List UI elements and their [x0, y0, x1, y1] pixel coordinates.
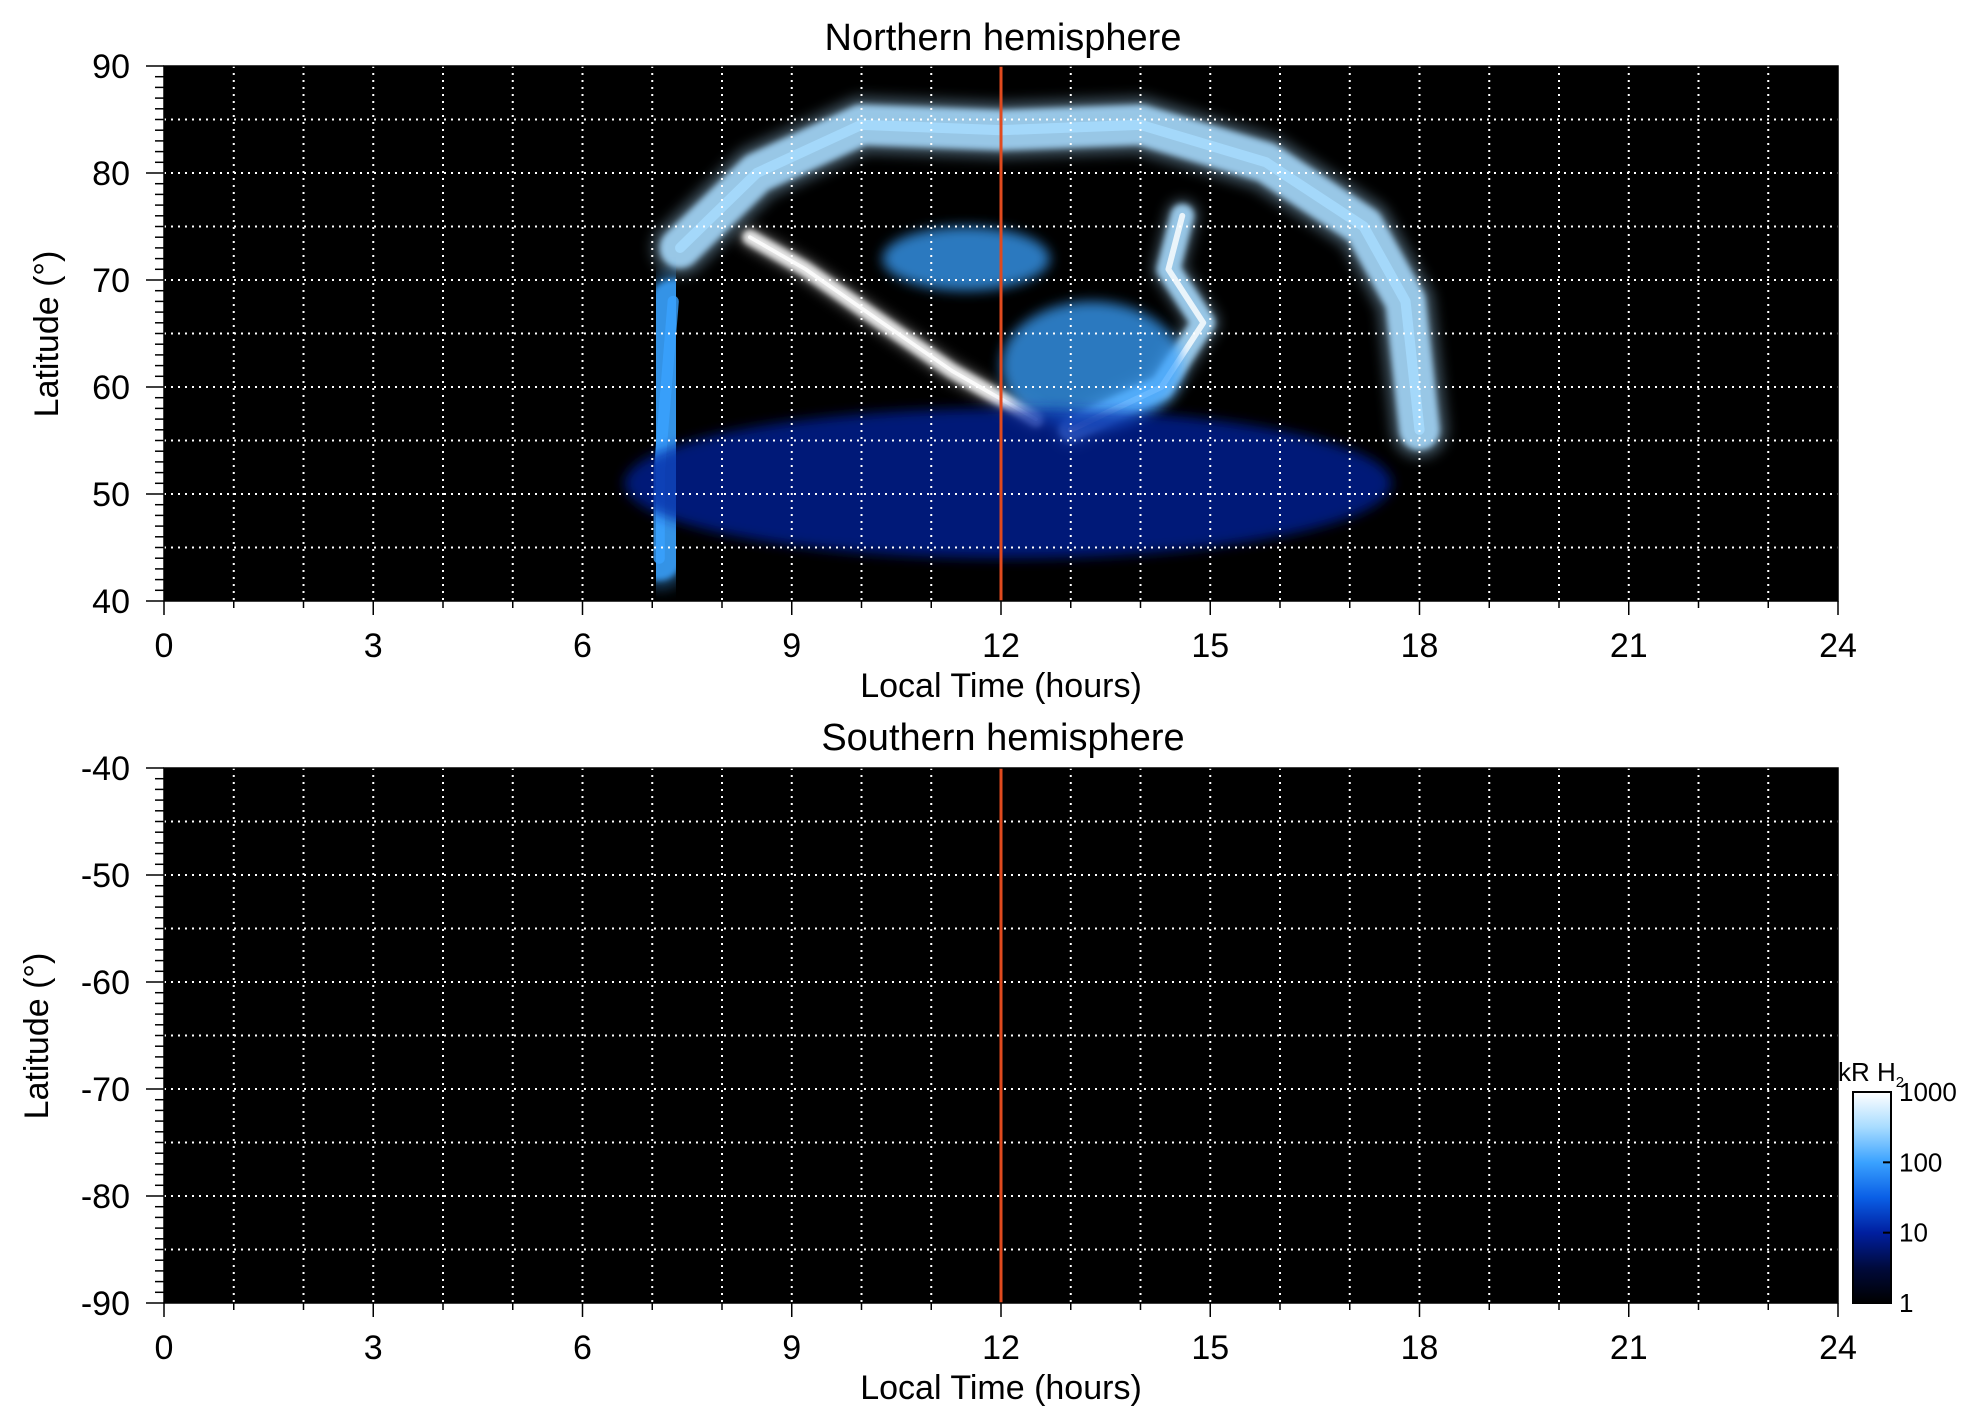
x-tick-label: 18 [1401, 1329, 1439, 1367]
x-tick-label: 0 [155, 627, 174, 665]
south-panel: Southern hemisphere 0 3 6 9 12 15 18 21 24 -40 -5… [18, 717, 1857, 1407]
south-title: Southern hemisphere [821, 717, 1184, 759]
north-y-axis-label: Latitude (°) [28, 251, 66, 418]
north-title: Northern hemisphere [825, 17, 1182, 59]
y-tick-label: 40 [92, 583, 130, 621]
south-y-axis-label: Latitude (°) [18, 953, 56, 1120]
y-tick-label: -50 [81, 857, 130, 895]
y-tick-label: -80 [81, 1178, 130, 1216]
colorbar-label-main: kR H [1838, 1057, 1896, 1087]
x-tick-label: 12 [982, 1329, 1020, 1367]
colorbar-gradient [1852, 1091, 1892, 1304]
south-y-tick-labels: -40 -50 -60 -70 -80 -90 [81, 750, 130, 1323]
emission-core [748, 235, 1038, 421]
colorbar-tick-label: 1 [1899, 1288, 1913, 1318]
x-tick-label: 18 [1401, 627, 1439, 665]
colorbar-tick-labels: 1000 100 10 1 [1899, 1077, 1957, 1318]
colorbar-tick-label: 100 [1899, 1147, 1942, 1177]
y-tick-label: 90 [92, 48, 130, 86]
colorbar: kR H2 1000 100 10 1 [1838, 1057, 1957, 1318]
x-tick-label: 24 [1819, 1329, 1857, 1367]
x-tick-label: 15 [1191, 1329, 1229, 1367]
y-tick-label: 70 [92, 262, 130, 300]
x-tick-label: 3 [364, 1329, 383, 1367]
x-tick-label: 6 [573, 1329, 592, 1367]
north-grid [164, 66, 1838, 601]
x-tick-label: 21 [1610, 627, 1648, 665]
x-tick-label: 9 [782, 1329, 801, 1367]
x-tick-label: 0 [155, 1329, 174, 1367]
north-axes [146, 65, 1839, 615]
colorbar-tick-label: 1000 [1899, 1077, 1957, 1107]
north-x-tick-labels: 0 3 6 9 12 15 18 21 24 [155, 627, 1857, 665]
south-axes [146, 767, 1839, 1317]
emission-core [653, 295, 679, 564]
colorbar-ticks [1883, 1091, 1891, 1304]
x-tick-label: 21 [1610, 1329, 1648, 1367]
emission-patch [882, 226, 1050, 291]
north-emission-layer [624, 96, 1448, 590]
x-tick-label: 9 [782, 627, 801, 665]
x-tick-label: 15 [1191, 627, 1229, 665]
y-tick-label: 50 [92, 476, 130, 514]
y-tick-label: -40 [81, 750, 130, 788]
north-y-tick-labels: 40 50 60 70 80 90 [92, 48, 130, 621]
emission-core [675, 119, 1425, 435]
colorbar-label: kR H2 [1838, 1057, 1904, 1091]
x-tick-label: 3 [364, 627, 383, 665]
emission-patch [624, 408, 1392, 559]
x-tick-label: 24 [1819, 627, 1857, 665]
x-tick-label: 12 [982, 627, 1020, 665]
north-x-axis-label: Local Time (hours) [860, 667, 1142, 705]
y-tick-label: -60 [81, 964, 130, 1002]
south-x-axis-label: Local Time (hours) [860, 1369, 1142, 1407]
y-tick-label: -70 [81, 1071, 130, 1109]
x-tick-label: 6 [573, 627, 592, 665]
y-tick-label: -90 [81, 1285, 130, 1323]
y-tick-label: 60 [92, 369, 130, 407]
colorbar-tick-label: 10 [1899, 1218, 1928, 1248]
south-x-tick-labels: 0 3 6 9 12 15 18 21 24 [155, 1329, 1857, 1367]
north-panel: Northern hemisphere 0 3 6 9 12 15 18 21 24 40 50 6… [28, 17, 1857, 705]
colorbar-label-subscript: 2 [1896, 1074, 1904, 1091]
y-tick-label: 80 [92, 155, 130, 193]
